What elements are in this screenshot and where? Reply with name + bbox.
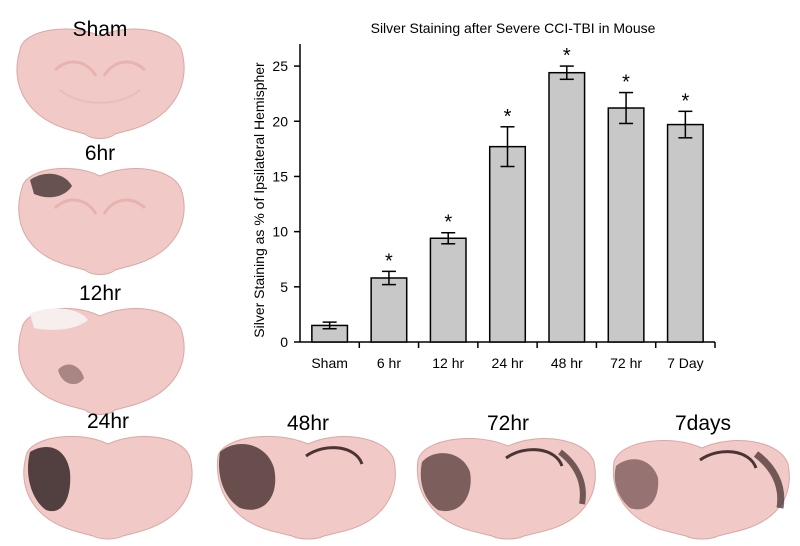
- brain-slice-image: [416, 437, 596, 540]
- x-tick-label: 48 hr: [551, 355, 583, 371]
- brain-slice-image: [216, 435, 396, 540]
- panel-label: 72hr: [486, 412, 530, 435]
- panel-label: 7days: [674, 412, 732, 435]
- panel-label: 6hr: [84, 142, 116, 165]
- y-tick-label: 25: [272, 58, 288, 74]
- panel-label: 48hr: [286, 412, 330, 435]
- brain-slice-image: [18, 307, 185, 415]
- panel-72hr: 72hr: [410, 412, 606, 542]
- panel-sham: Sham: [0, 12, 200, 142]
- x-tick-label: 7 Day: [667, 355, 704, 371]
- y-tick-label: 20: [272, 113, 288, 129]
- panel-24hr: 24hr: [10, 410, 206, 542]
- y-axis-label: Silver Staining as % of Ipsilateral Hemi…: [251, 62, 267, 338]
- brain-slice-image: [16, 28, 185, 139]
- significance-marker: *: [385, 250, 393, 272]
- bar: [548, 71, 586, 343]
- panel-12hr: 12hr: [0, 282, 200, 420]
- panel-label: 12hr: [78, 282, 122, 305]
- panel-6hr: 6hr: [0, 142, 200, 280]
- x-tick-label: 24 hr: [492, 355, 524, 371]
- brain-slice-image: [23, 435, 193, 540]
- brain-slice-image: [18, 167, 185, 275]
- y-tick-label: 5: [280, 279, 288, 295]
- bar: [370, 277, 408, 343]
- chart-title: Silver Staining after Severe CCI-TBI in …: [371, 20, 656, 36]
- significance-marker: *: [622, 72, 630, 94]
- panel-label: Sham: [72, 18, 128, 41]
- x-tick-label: 6 hr: [377, 355, 401, 371]
- significance-marker: *: [681, 90, 689, 112]
- significance-marker: *: [504, 106, 512, 128]
- panel-48hr: 48hr: [210, 412, 406, 542]
- x-tick-label: 72 hr: [610, 355, 642, 371]
- panel-7days: 7days: [608, 412, 798, 542]
- brain-slice-image: [612, 439, 790, 540]
- y-tick-label: 15: [272, 168, 288, 184]
- significance-marker: *: [563, 45, 571, 67]
- x-tick-label: 12 hr: [432, 355, 464, 371]
- y-tick-label: 10: [272, 224, 288, 240]
- bar: [666, 123, 704, 343]
- bar: [488, 145, 527, 343]
- panel-label: 24hr: [86, 410, 130, 433]
- y-tick-label: 0: [280, 334, 288, 350]
- significance-marker: *: [444, 212, 452, 234]
- bar: [607, 107, 645, 343]
- x-tick-label: Sham: [311, 355, 348, 371]
- bar: [429, 237, 467, 343]
